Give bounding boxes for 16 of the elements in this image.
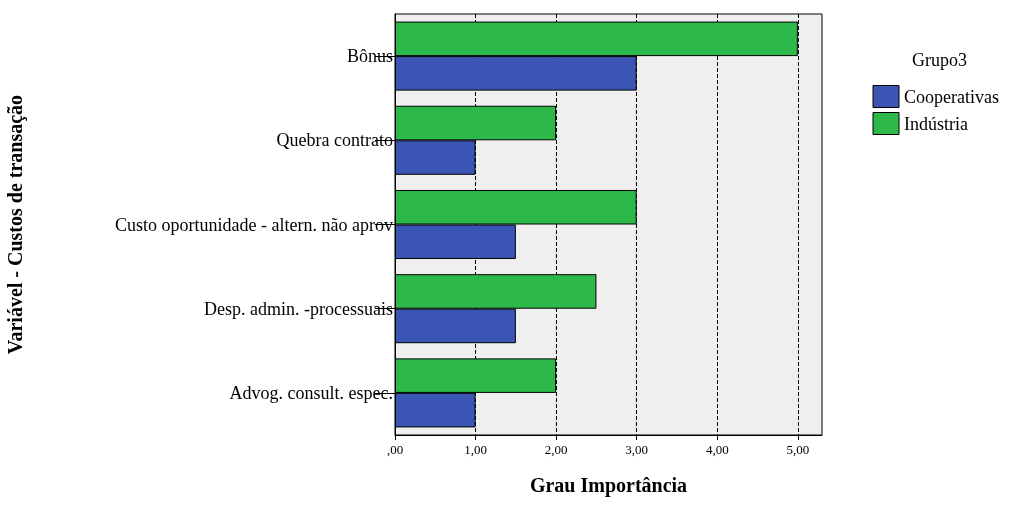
x-tick-label: 3,00 — [625, 442, 649, 457]
x-tick-label: 5,00 — [786, 442, 810, 457]
legend-title: Grupo3 — [912, 50, 968, 70]
legend-label: Indústria — [904, 113, 969, 134]
x-tick-label: 2,00 — [544, 442, 568, 457]
y-tick-label: Advog. consult. espec. — [229, 382, 393, 403]
y-tick-label: Custo oportunidade - altern. não aprov — [115, 214, 393, 235]
y-tick-label: Quebra contrato — [276, 130, 393, 151]
y-tick-label: Bônus — [346, 46, 393, 67]
y-tick-label: Desp. admin. -processuais — [204, 298, 393, 319]
y-axis-title: Variável - Custos de transação — [4, 94, 27, 355]
x-axis-title: Grau Importância — [529, 474, 688, 497]
legend-label: Cooperativas — [904, 86, 1000, 107]
x-tick-label: 4,00 — [705, 442, 729, 457]
x-tick-label: 1,00 — [464, 442, 487, 457]
x-tick-label: ,00 — [386, 442, 404, 457]
